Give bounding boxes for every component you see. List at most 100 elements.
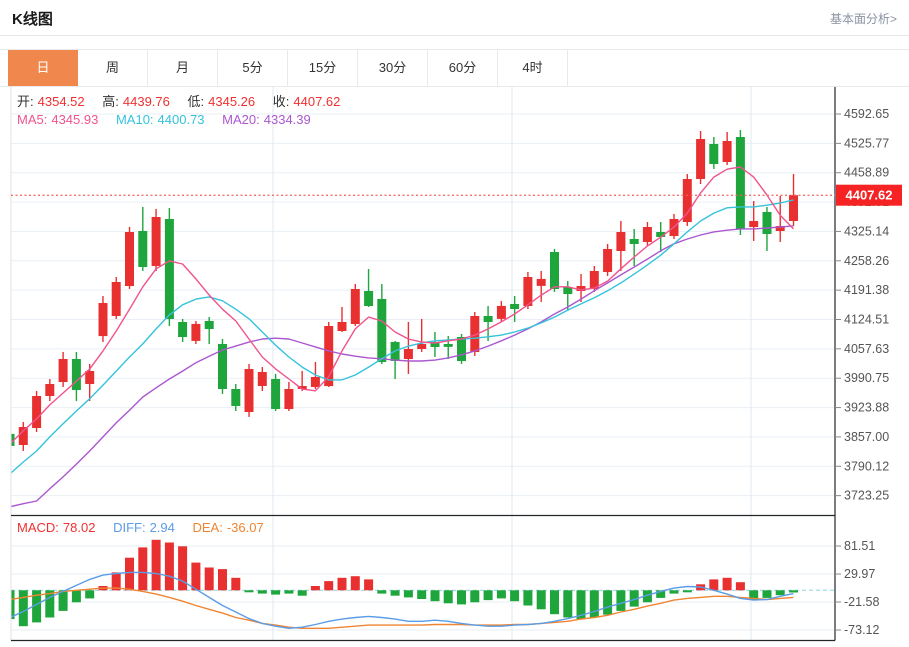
tab-day[interactable]: 日 — [8, 50, 78, 86]
candle — [11, 433, 15, 446]
candle — [231, 389, 241, 406]
candle — [204, 321, 214, 329]
price-axis-label: 4458.89 — [844, 166, 889, 180]
macd-bar — [364, 579, 374, 591]
candle — [629, 239, 639, 244]
candle — [443, 344, 453, 347]
tab-5min[interactable]: 5分 — [218, 50, 288, 86]
candle — [709, 144, 719, 164]
candle — [271, 379, 281, 409]
tab-60min[interactable]: 60分 — [428, 50, 498, 86]
high-label: 高: — [102, 94, 119, 109]
macd-bar — [510, 590, 520, 602]
macd-bar — [417, 590, 427, 599]
macd-axis-label: -21.58 — [844, 595, 879, 609]
ma5-value: 4345.93 — [51, 112, 99, 127]
candle — [284, 389, 294, 409]
macd-bar — [151, 539, 161, 591]
macd-bar — [271, 590, 281, 595]
macd-bar — [762, 590, 772, 598]
macd-bar — [11, 590, 15, 620]
macd-label: MACD: — [17, 520, 59, 535]
kline-chart-svg: 4592.654525.774458.894392.014325.144258.… — [0, 87, 909, 646]
macd-axis-label: 81.51 — [844, 539, 875, 553]
macd-bar — [457, 590, 466, 605]
macd-axis-label: -73.12 — [844, 623, 879, 637]
candle — [98, 303, 108, 337]
candle — [71, 359, 81, 390]
macd-bar — [403, 590, 413, 598]
ma5-label: MA5: — [17, 112, 48, 127]
macd-bar — [656, 590, 666, 598]
candle — [178, 322, 188, 337]
candle — [164, 219, 174, 319]
candle — [257, 372, 267, 386]
candle — [45, 384, 55, 396]
macd-bar — [536, 590, 546, 610]
candle — [111, 282, 121, 316]
price-axis-label: 4124.51 — [844, 313, 889, 327]
candle — [403, 349, 413, 359]
candle — [377, 299, 387, 362]
candle — [430, 342, 440, 347]
macd-bar — [138, 547, 148, 591]
candle — [775, 226, 785, 231]
macd-bar — [257, 590, 267, 594]
macd-bar — [204, 567, 214, 591]
macd-bar — [164, 542, 174, 591]
ma20-label: MA20: — [222, 112, 260, 127]
ma5-line — [11, 166, 795, 444]
macd-bar — [496, 590, 506, 599]
fundamental-analysis-link[interactable]: 基本面分析> — [829, 11, 897, 26]
macd-bar — [682, 590, 692, 593]
ma-readout: MA5: 4345.93 MA10: 4400.73 MA20: 4334.39 — [17, 112, 315, 127]
macd-bar — [231, 577, 241, 591]
ma20-value: 4334.39 — [263, 112, 311, 127]
tab-30min[interactable]: 30分 — [358, 50, 428, 86]
candle — [496, 305, 506, 319]
macd-bar — [58, 590, 68, 611]
candle — [722, 141, 732, 162]
open-label: 开: — [17, 94, 34, 109]
dea-line — [11, 587, 794, 629]
candle — [310, 377, 320, 387]
macd-bar — [576, 590, 586, 620]
macd-readout: MACD: 78.02 DIFF: 2.94 DEA: -36.07 — [17, 520, 268, 535]
candle — [18, 427, 28, 445]
current-price-value: 4407.62 — [846, 188, 893, 203]
macd-bar — [669, 590, 679, 594]
macd-bar — [616, 590, 626, 611]
candle — [218, 344, 227, 389]
current-price-badge: 4407.62 — [836, 184, 902, 206]
tab-month[interactable]: 月 — [148, 50, 218, 86]
candle — [483, 316, 493, 322]
macd-bar — [735, 582, 745, 591]
macd-bar — [18, 590, 28, 627]
macd-bar — [709, 579, 719, 591]
tab-15min[interactable]: 15分 — [288, 50, 358, 86]
macd-bar — [297, 590, 307, 596]
macd-bar — [125, 557, 134, 591]
candle — [297, 386, 307, 389]
macd-bar — [377, 590, 387, 594]
candle — [642, 227, 652, 242]
ma20-line — [11, 225, 794, 508]
candle — [364, 291, 374, 306]
macd-bar — [310, 586, 320, 591]
macd-bar — [483, 590, 493, 601]
candle — [682, 179, 692, 222]
candle — [656, 232, 666, 237]
tab-4hour[interactable]: 4时 — [498, 50, 568, 86]
interval-tabbar: 日 周 月 5分 15分 30分 60分 4时 — [0, 49, 909, 87]
page-header: K线图 基本面分析> — [0, 0, 909, 36]
macd-bar — [85, 590, 95, 599]
macd-bar — [629, 590, 639, 607]
macd-bar — [337, 577, 347, 591]
macd-bar — [523, 590, 533, 606]
candle — [337, 322, 347, 331]
tab-week[interactable]: 周 — [78, 50, 148, 86]
candle — [616, 232, 626, 251]
macd-bar — [32, 590, 42, 623]
chart-background — [0, 87, 909, 646]
candle — [536, 278, 546, 286]
